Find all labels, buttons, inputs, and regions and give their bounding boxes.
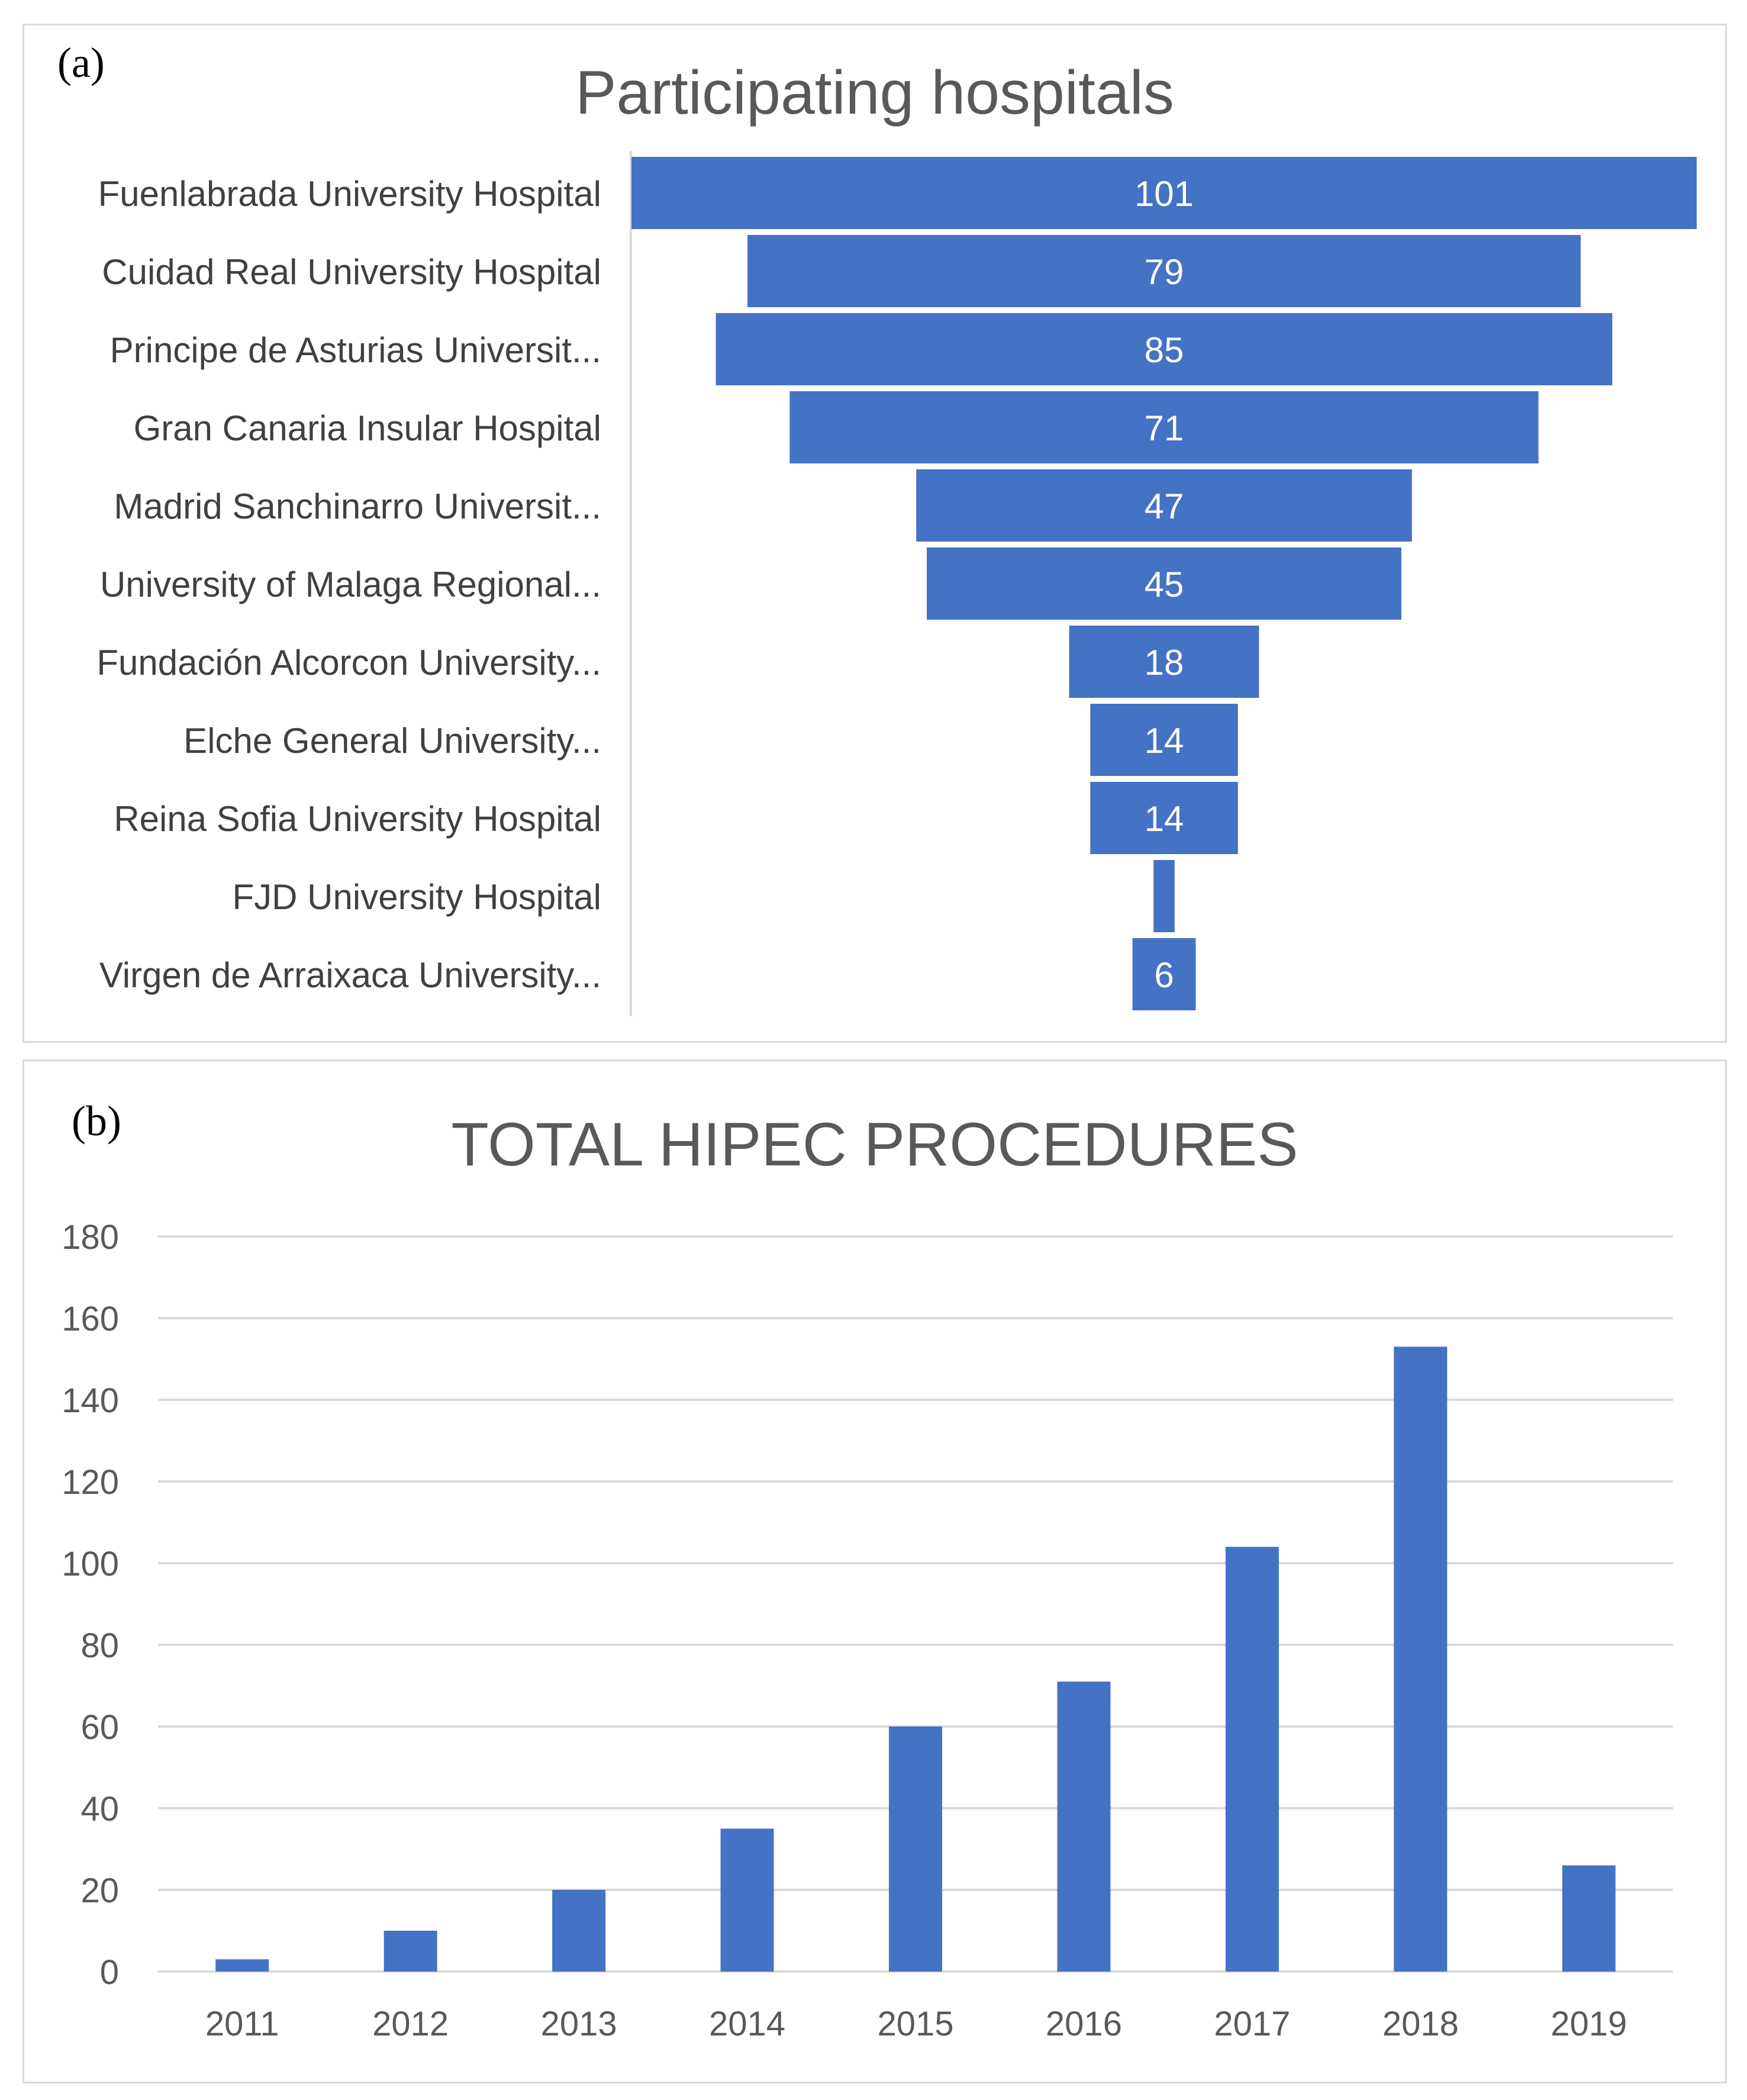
panel-label-b: (b) (72, 1097, 121, 1145)
bar (1394, 1347, 1448, 1972)
y-tick-label: 20 (80, 1872, 119, 1910)
funnel-data-label: 18 (1145, 643, 1184, 682)
funnel-data-label: 101 (1134, 174, 1194, 214)
chart-title-b: TOTAL HIPEC PROCEDURES (451, 1110, 1298, 1179)
funnel-chart-svg: Fuenlabrada University Hospital 101 Cuidad… (96, 151, 1697, 1016)
y-tick-label: 60 (80, 1708, 119, 1747)
funnel-bar (1153, 860, 1175, 932)
y-tick-label: 80 (80, 1626, 119, 1665)
funnel-category-label: University of Malaga Regional... (100, 565, 601, 604)
funnel-bar (715, 313, 1613, 385)
y-tick-label: 40 (80, 1790, 119, 1828)
bar (720, 1828, 774, 1972)
funnel-chart-panel: (a) Participating hospitals Fuenlabrada … (22, 24, 1727, 1043)
bar (1057, 1682, 1111, 1972)
bar-chart-svg: 0 20 40 60 80 100 120 140 160 180 2011 2012 2013 2014… (62, 1218, 1673, 2043)
x-tick-label: 2012 (372, 2005, 449, 2043)
funnel-data-label: 6 (1154, 955, 1174, 995)
x-tick-label: 2011 (205, 2005, 279, 2043)
funnel-category-label: Virgen de Arraixaca University... (99, 955, 601, 995)
funnel-bar (916, 469, 1412, 542)
y-tick-label: 120 (62, 1463, 119, 1502)
y-tick-label: 180 (62, 1218, 119, 1257)
x-tick-label: 2018 (1382, 2005, 1459, 2043)
bar (1562, 1865, 1616, 1972)
funnel-category-label: FJD University Hospital (233, 877, 601, 917)
funnel-category-label: Fuenlabrada University Hospital (98, 174, 601, 214)
x-tick-label: 2015 (877, 2005, 953, 2043)
funnel-data-label: 14 (1145, 799, 1184, 839)
funnel-data-label: 85 (1145, 330, 1184, 370)
bar (215, 1959, 269, 1972)
funnel-category-label: Cuidad Real University Hospital (102, 252, 601, 292)
chart-title-a: Participating hospitals (575, 59, 1174, 127)
funnel-data-label: 71 (1145, 408, 1184, 448)
funnel-category-label: Principe de Asturias Universit... (110, 330, 601, 370)
funnel-bar (1090, 782, 1238, 854)
funnel-bar (1132, 938, 1196, 1010)
y-tick-label: 140 (62, 1381, 119, 1420)
x-tick-label: 2016 (1046, 2005, 1122, 2043)
bar-chart-panel: (b) TOTAL HIPEC PROCEDURES 0 20 40 60 80 100 1… (22, 1059, 1727, 2083)
funnel-bar (747, 235, 1581, 307)
panel-label-a: (a) (57, 39, 105, 86)
funnel-data-label: 47 (1145, 487, 1184, 526)
funnel-category-label: Gran Canaria Insular Hospital (134, 408, 601, 448)
x-tick-label: 2019 (1551, 2005, 1627, 2043)
x-tick-label: 2017 (1214, 2005, 1290, 2043)
funnel-bar (927, 547, 1401, 620)
funnel-bar (1069, 626, 1259, 698)
x-tick-label: 2014 (709, 2005, 785, 2043)
x-tick-label: 2013 (541, 2005, 617, 2043)
bar (1225, 1547, 1279, 1972)
funnel-bar (631, 157, 1697, 229)
funnel-category-label: Madrid Sanchinarro Universit... (114, 487, 601, 526)
funnel-bar (789, 391, 1539, 463)
funnel-bar (1090, 704, 1238, 776)
funnel-data-label: 79 (1145, 252, 1184, 292)
y-tick-label: 0 (100, 1953, 119, 1992)
funnel-category-label: Reina Sofia University Hospital (114, 799, 601, 839)
funnel-category-label: Elche General University... (183, 721, 601, 761)
y-tick-label: 100 (62, 1545, 119, 1583)
funnel-category-label: Fundación Alcorcon University... (96, 643, 601, 682)
bar (552, 1890, 606, 1972)
bar (383, 1931, 437, 1972)
funnel-data-label: 45 (1145, 565, 1184, 604)
funnel-data-label: 14 (1145, 721, 1184, 761)
bar (889, 1727, 942, 1972)
y-tick-label: 160 (62, 1300, 119, 1338)
